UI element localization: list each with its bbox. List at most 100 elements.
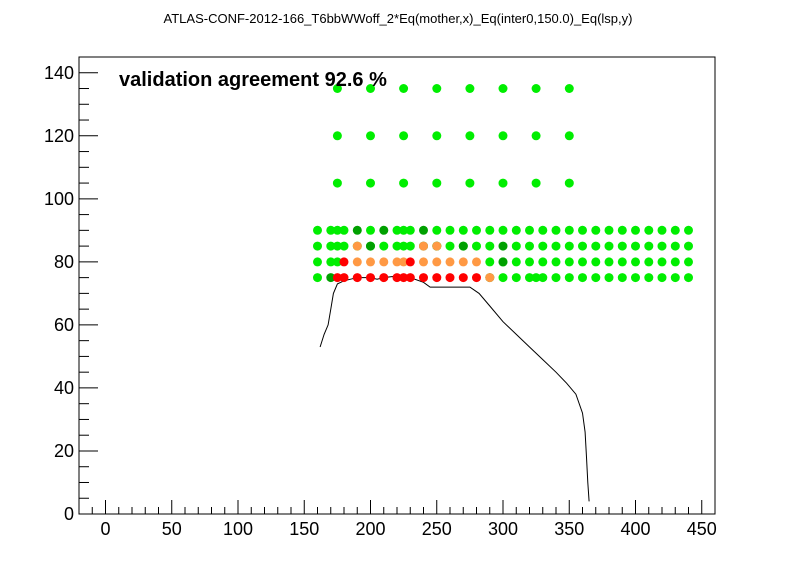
data-point-bright-green <box>485 225 495 235</box>
data-point-orange <box>485 273 495 283</box>
data-point-bright-green <box>670 273 680 283</box>
data-point-bright-green <box>604 273 614 283</box>
data-point-bright-green <box>684 241 693 251</box>
data-point-red <box>399 273 409 283</box>
data-point-bright-green <box>485 241 495 251</box>
data-point-red <box>458 273 468 283</box>
data-point-orange <box>419 241 428 251</box>
data-point-bright-green <box>538 225 548 235</box>
data-point-bright-green <box>657 257 667 267</box>
data-point-bright-green <box>684 225 693 235</box>
data-point-bright-green <box>551 257 561 267</box>
data-point-bright-green <box>332 131 342 141</box>
data-point-bright-green <box>591 257 601 267</box>
y-tick-label: 80 <box>54 252 74 272</box>
data-point-bright-green <box>326 257 336 267</box>
data-point-dark-green <box>419 225 428 235</box>
data-point-bright-green <box>339 241 349 251</box>
data-point-bright-green <box>564 273 574 283</box>
data-point-red <box>332 273 342 283</box>
data-point-bright-green <box>332 257 342 267</box>
data-point-bright-green <box>432 178 442 188</box>
data-point-orange <box>419 257 428 267</box>
data-point-bright-green <box>631 225 640 235</box>
data-point-bright-green <box>525 241 534 251</box>
y-tick-label: 20 <box>54 441 74 461</box>
y-tick-label: 40 <box>54 378 74 398</box>
data-point-orange <box>366 257 375 267</box>
data-point-bright-green <box>604 241 614 251</box>
y-tick-label: 0 <box>64 504 74 524</box>
data-point-red <box>352 273 362 283</box>
data-point-bright-green <box>564 178 574 188</box>
data-point-red <box>379 273 389 283</box>
data-point-bright-green <box>617 257 627 267</box>
data-point-bright-green <box>366 225 375 235</box>
data-point-bright-green <box>591 273 601 283</box>
data-point-bright-green <box>366 84 375 93</box>
data-point-bright-green <box>644 273 654 283</box>
data-point-dark-green <box>498 257 508 267</box>
data-point-bright-green <box>465 84 475 93</box>
data-point-bright-green <box>631 273 640 283</box>
data-point-bright-green <box>644 241 654 251</box>
data-point-red <box>339 257 349 267</box>
data-point-red <box>405 273 415 283</box>
data-point-bright-green <box>498 131 508 141</box>
data-point-bright-green <box>538 273 548 283</box>
x-tick-label: 0 <box>100 519 110 539</box>
data-point-orange <box>392 257 402 267</box>
data-point-bright-green <box>511 273 521 283</box>
data-point-bright-green <box>511 225 521 235</box>
data-point-bright-green <box>498 225 508 235</box>
data-point-bright-green <box>313 257 322 267</box>
data-point-bright-green <box>339 225 349 235</box>
data-point-bright-green <box>531 273 541 283</box>
data-point-bright-green <box>591 241 601 251</box>
data-point-dark-green <box>326 273 336 283</box>
x-tick-label: 300 <box>488 519 518 539</box>
plot-frame <box>78 56 716 515</box>
data-point-bright-green <box>326 241 336 251</box>
y-tick-label: 140 <box>44 63 74 83</box>
data-point-bright-green <box>332 225 342 235</box>
data-point-bright-green <box>332 84 342 93</box>
data-point-orange <box>458 257 468 267</box>
data-point-bright-green <box>445 241 455 251</box>
chart-title: ATLAS-CONF-2012-166_T6bbWWoff_2*Eq(mothe… <box>164 11 633 26</box>
data-point-bright-green <box>332 241 342 251</box>
data-point-orange <box>445 257 455 267</box>
data-point-bright-green <box>465 131 475 141</box>
data-point-bright-green <box>578 241 587 251</box>
data-point-red <box>366 273 375 283</box>
data-point-bright-green <box>604 225 614 235</box>
data-point-bright-green <box>578 225 587 235</box>
data-point-bright-green <box>551 241 561 251</box>
data-point-bright-green <box>465 178 475 188</box>
y-tick-label: 120 <box>44 126 74 146</box>
data-point-bright-green <box>399 178 409 188</box>
data-point-bright-green <box>631 257 640 267</box>
x-tick-label: 50 <box>162 519 182 539</box>
data-point-red <box>405 257 415 267</box>
data-point-bright-green <box>498 273 508 283</box>
data-point-bright-green <box>578 257 587 267</box>
exclusion-curve-layer <box>319 275 590 502</box>
data-point-bright-green <box>366 178 375 188</box>
exclusion-curve <box>319 275 590 502</box>
data-point-dark-green <box>352 225 362 235</box>
data-point-orange <box>352 257 362 267</box>
data-point-bright-green <box>538 241 548 251</box>
x-tick-label: 200 <box>355 519 385 539</box>
data-point-bright-green <box>684 257 693 267</box>
data-point-bright-green <box>472 225 481 235</box>
data-point-red <box>419 273 428 283</box>
data-point-bright-green <box>392 225 402 235</box>
data-point-bright-green <box>670 241 680 251</box>
data-point-bright-green <box>564 241 574 251</box>
data-point-bright-green <box>485 257 495 267</box>
data-point-orange <box>379 257 389 267</box>
data-point-bright-green <box>617 241 627 251</box>
data-point-bright-green <box>525 257 534 267</box>
x-tick-label: 250 <box>422 519 452 539</box>
